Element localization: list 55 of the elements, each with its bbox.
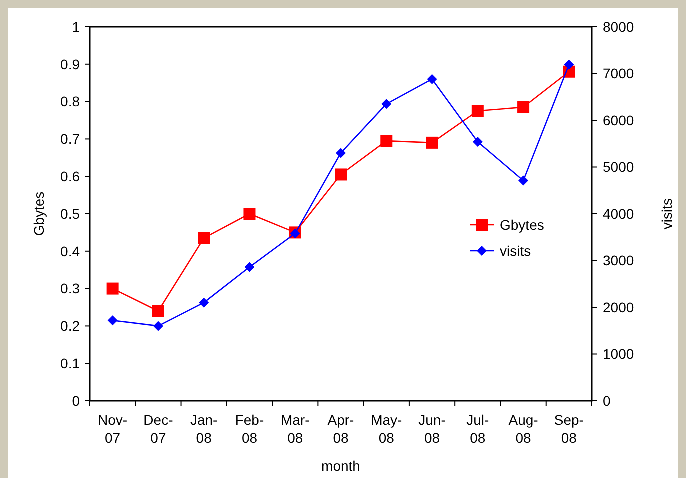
y2-tick-label: 1000: [603, 346, 634, 362]
point: [472, 137, 483, 148]
point: [244, 262, 255, 272]
point: [199, 298, 210, 308]
y-tick-label: 0.7: [60, 131, 80, 148]
y2-tick-label: 5000: [603, 159, 634, 176]
point: [380, 135, 393, 148]
x-tick-label: Jul-08: [466, 412, 490, 446]
x-tick-label: Feb-08: [235, 412, 264, 446]
point: [472, 105, 484, 118]
y2-tick-label: 7000: [603, 66, 634, 82]
y-tick-label: 0.4: [60, 243, 80, 260]
y2-tick-label: 6000: [603, 112, 634, 128]
x-tick-label: Jun-08: [418, 412, 446, 446]
y2-axis-title: visits: [659, 198, 675, 230]
x-tick-label: Dec-07: [144, 412, 174, 446]
legend-label: visits: [500, 242, 532, 259]
y-axis-title: Gbytes: [31, 192, 47, 236]
point: [198, 232, 210, 244]
x-tick-label: Mar-08: [280, 412, 310, 446]
point: [426, 136, 438, 149]
y-tick-label: 0.8: [60, 94, 80, 110]
point: [336, 148, 346, 158]
x-tick-label: Jan-08: [190, 412, 218, 446]
point: [108, 316, 118, 326]
y2-tick-label: 4000: [603, 206, 634, 222]
x-tick-label: Aug-08: [508, 412, 539, 446]
point: [106, 282, 119, 295]
y-tick-label: 0: [72, 392, 80, 409]
point: [244, 208, 256, 220]
y-tick-label: 0.1: [60, 356, 80, 372]
x-tick-label: May-08: [371, 412, 403, 446]
y2-tick-label: 3000: [603, 252, 634, 269]
y-tick-label: 0.9: [60, 56, 80, 72]
x-tick-label: Apr-08: [328, 412, 355, 446]
y2-tick-label: 8000: [603, 18, 634, 35]
point: [518, 101, 530, 114]
legend-label: Gbytes: [500, 216, 544, 233]
y2-tick-label: 0: [603, 392, 611, 409]
point: [152, 305, 164, 318]
y-tick-label: 1: [72, 18, 80, 35]
y-tick-label: 0.5: [60, 206, 80, 222]
x-tick-label: Nov-07: [98, 412, 128, 446]
point: [153, 321, 164, 332]
y2-tick-label: 2000: [603, 299, 634, 316]
point: [335, 168, 347, 181]
y-tick-label: 0.2: [60, 318, 80, 334]
x-tick-label: Sep-08: [554, 412, 584, 446]
point: [564, 60, 574, 70]
y-tick-label: 0.6: [60, 168, 80, 184]
point: [427, 74, 438, 84]
y-tick-label: 0.3: [60, 280, 80, 297]
point: [382, 99, 392, 110]
point: [518, 176, 529, 186]
x-axis-title: month: [322, 458, 360, 474]
